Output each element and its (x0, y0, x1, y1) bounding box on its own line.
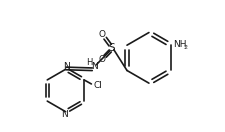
Text: N: N (61, 110, 68, 119)
Text: H: H (86, 58, 92, 67)
Text: NH: NH (172, 40, 186, 49)
Text: 2: 2 (183, 45, 187, 50)
Text: S: S (108, 43, 115, 53)
Text: N: N (63, 62, 70, 71)
Text: Cl: Cl (93, 81, 102, 90)
Text: N: N (90, 62, 97, 71)
Text: O: O (98, 30, 105, 39)
Text: O: O (98, 55, 105, 64)
